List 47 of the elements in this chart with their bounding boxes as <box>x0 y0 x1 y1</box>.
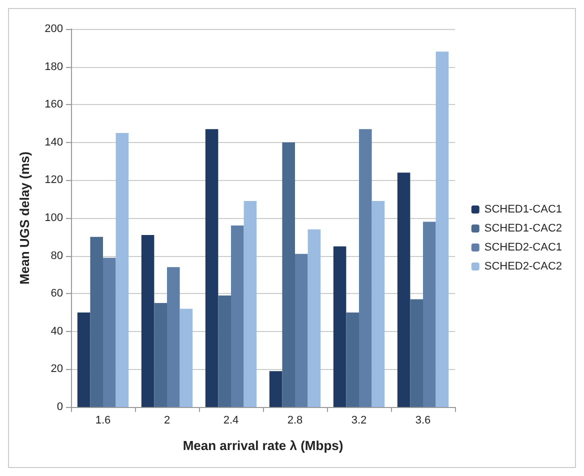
legend-label: SCHED2-CAC1 <box>484 242 562 254</box>
bar <box>346 312 359 407</box>
bar <box>116 132 129 407</box>
bar <box>269 371 282 407</box>
y-tick-label: 180 <box>44 60 63 73</box>
y-tick-label: 120 <box>44 174 63 186</box>
bar <box>295 254 308 407</box>
y-tick-label: 80 <box>50 250 63 262</box>
bar <box>244 200 257 407</box>
y-tick-label: 40 <box>50 325 63 338</box>
bar <box>141 235 154 407</box>
y-tick-label: 160 <box>44 98 63 111</box>
bar <box>397 172 410 407</box>
bar <box>308 229 321 407</box>
y-tick-label: 140 <box>44 136 63 148</box>
bar <box>103 258 116 407</box>
bar <box>154 303 167 407</box>
y-tick-label: 20 <box>50 363 63 376</box>
bar <box>218 295 231 407</box>
x-tick-label: 2 <box>164 414 170 426</box>
bar <box>423 222 436 407</box>
bar <box>372 200 385 407</box>
bar <box>282 142 295 407</box>
bar <box>231 226 244 407</box>
x-tick-label: 1.6 <box>95 414 111 426</box>
y-tick-label: 200 <box>44 23 63 35</box>
y-tick-label: 100 <box>44 212 63 224</box>
bar <box>410 299 423 407</box>
bar <box>333 246 346 407</box>
y-tick-label: 60 <box>50 288 63 300</box>
x-tick-label: 3.6 <box>415 414 431 426</box>
legend-label: SCHED1-CAC1 <box>484 204 562 216</box>
bar <box>359 129 372 407</box>
y-axis-title: Mean UGS delay (ms) <box>17 152 32 284</box>
y-tick-label: 0 <box>56 401 63 413</box>
bar <box>167 267 180 407</box>
bar <box>205 129 218 407</box>
bar <box>90 236 103 407</box>
x-tick-label: 2.4 <box>223 414 239 426</box>
bar <box>77 312 90 407</box>
x-axis-title: Mean arrival rate λ (Mbps) <box>182 438 344 453</box>
bar <box>180 308 193 407</box>
legend-label: SCHED2-CAC2 <box>484 260 562 272</box>
x-tick-label: 3.2 <box>351 414 367 426</box>
x-tick-label: 2.8 <box>287 414 303 426</box>
legend-label: SCHED1-CAC2 <box>484 222 562 234</box>
bar <box>436 52 449 407</box>
